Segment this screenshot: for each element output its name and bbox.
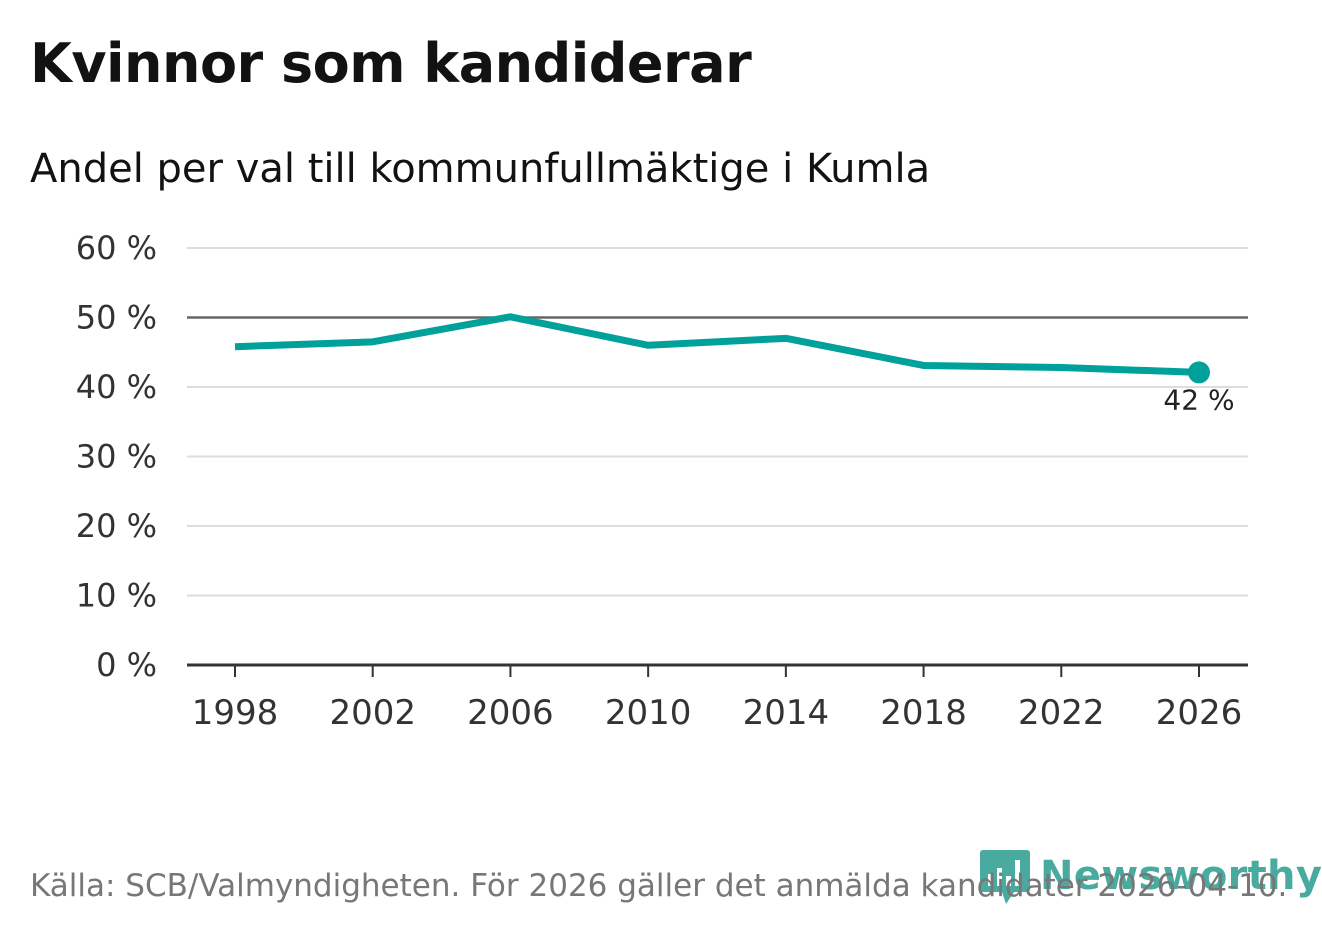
x-tick-label-1998: 1998: [192, 693, 279, 733]
series-layer: 42 %: [234, 313, 1235, 416]
x-tick-label-2006: 2006: [467, 693, 554, 733]
y-tick-label-10: 10 %: [76, 577, 157, 615]
end-point-marker: [1188, 361, 1210, 384]
y-tick-label-60: 60 %: [76, 229, 157, 267]
x-tick-label-2014: 2014: [743, 693, 830, 733]
end-point-label: 42 %: [1163, 383, 1234, 416]
y-tick-label-30: 30 %: [76, 438, 157, 476]
source-note: Källa: SCB/Valmyndigheten. För 2026 gäll…: [30, 868, 1288, 904]
y-tick-label-20: 20 %: [76, 507, 157, 545]
chart-subtitle: Andel per val till kommunfullmäktige i K…: [30, 146, 931, 192]
x-tick-label-2010: 2010: [605, 693, 692, 733]
line-chart: 0 % 10 % 20 % 30 % 40 % 50 % 60 % 1998 2002 2006…: [76, 229, 1248, 733]
y-axis-tick-labels: 0 % 10 % 20 % 30 % 40 % 50 % 60 %: [76, 229, 157, 684]
x-axis: 1998 2002 2006 2010 2014 2018 2022 2026: [187, 663, 1248, 733]
x-tick-label-2026: 2026: [1156, 693, 1243, 733]
series-line-0: [234, 313, 1200, 376]
grid-lines: [187, 247, 1248, 597]
y-tick-label-40: 40 %: [76, 368, 157, 406]
brand-logo: Newsworthy: [980, 846, 1322, 906]
brand-name: Newsworthy: [1040, 853, 1322, 899]
x-tick-label-2002: 2002: [329, 693, 416, 733]
x-tick-label-2022: 2022: [1018, 693, 1105, 733]
y-tick-label-50: 50 %: [76, 299, 157, 337]
chart-title: Kvinnor som kandiderar: [30, 32, 752, 95]
x-tick-label-2018: 2018: [880, 693, 967, 733]
y-tick-label-0: 0 %: [96, 646, 157, 684]
newsworthy-logo-icon: [980, 850, 1030, 904]
